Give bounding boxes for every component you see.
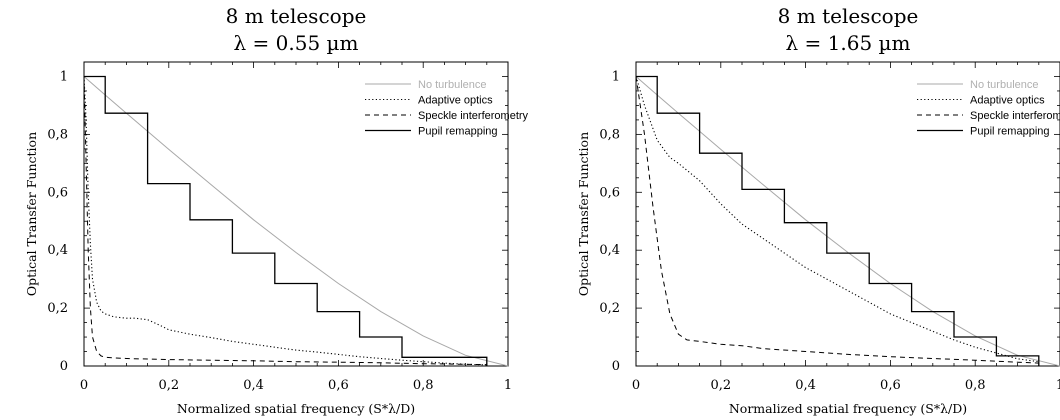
y-tick-label: 1 bbox=[60, 69, 68, 84]
legend-entry: Adaptive optics bbox=[418, 95, 493, 107]
x-axis-label: Normalized spatial frequency (S*λ/D) bbox=[729, 401, 967, 416]
series-line-pupil-remapping bbox=[636, 75, 1040, 366]
legend-entry: Pupil remapping bbox=[418, 126, 498, 138]
y-axis-label: Optical Transfer Function bbox=[24, 132, 39, 296]
x-tick-label: 0,2 bbox=[158, 378, 179, 393]
x-tick-label: 0,2 bbox=[710, 378, 731, 393]
y-tick-label: 0 bbox=[60, 359, 68, 374]
legend-entry: No turbulence bbox=[418, 79, 487, 91]
y-axis-label: Optical Transfer Function bbox=[576, 132, 591, 296]
y-tick-label: 0,8 bbox=[599, 127, 620, 142]
series-line-speckle-interferometry bbox=[83, 76, 487, 366]
x-tick-label: 0,6 bbox=[328, 378, 349, 393]
series-line-adaptive-optics bbox=[635, 76, 1039, 363]
plot-frame bbox=[83, 61, 509, 367]
x-tick-label: 0,8 bbox=[965, 378, 986, 393]
y-tick-label: 0,6 bbox=[599, 185, 620, 200]
y-tick-label: 0,4 bbox=[47, 243, 68, 258]
x-tick-label: 0 bbox=[632, 378, 640, 393]
chart-subtitle: λ = 0.55 µm bbox=[234, 31, 359, 55]
y-tick-label: 0,6 bbox=[47, 185, 68, 200]
x-tick-label: 1 bbox=[1056, 378, 1060, 393]
y-tick-label: 0,2 bbox=[47, 301, 68, 316]
chart-1: 8 m telescope λ = 0.55 µm 0 0,2 0,4 0,6 0,8 1 0 0… bbox=[24, 4, 529, 416]
x-tick-label: 0,4 bbox=[243, 378, 264, 393]
y-tick-label: 0 bbox=[612, 359, 620, 374]
x-tick-label: 1 bbox=[504, 378, 512, 393]
x-tick-label: 0,8 bbox=[413, 378, 434, 393]
legend-entry: No turbulence bbox=[970, 79, 1039, 91]
series-line-pupil-remapping bbox=[84, 75, 488, 366]
plot-frame bbox=[635, 61, 1060, 367]
series-line-no-turbulence bbox=[83, 76, 509, 367]
chart-subtitle: λ = 1.65 µm bbox=[786, 31, 911, 55]
chart-2: 8 m telescope λ = 1.65 µm 0 0,2 0,4 0,6 0,8 1 0 0… bbox=[576, 4, 1060, 416]
legend-entry: Adaptive optics bbox=[970, 95, 1045, 107]
chart-title: 8 m telescope bbox=[778, 4, 919, 28]
x-tick-label: 0,6 bbox=[880, 378, 901, 393]
x-tick-label: 0,4 bbox=[795, 378, 816, 393]
y-tick-label: 0,8 bbox=[47, 127, 68, 142]
chart-title: 8 m telescope bbox=[226, 4, 367, 28]
y-tick-label: 0,4 bbox=[599, 243, 620, 258]
legend-entry: Speckle interferometry bbox=[418, 110, 529, 122]
legend-entry: Speckle interferometry bbox=[970, 110, 1060, 122]
y-tick-label: 1 bbox=[612, 69, 620, 84]
x-tick-label: 0 bbox=[80, 378, 88, 393]
legend-entry: Pupil remapping bbox=[970, 126, 1050, 138]
x-axis-label: Normalized spatial frequency (S*λ/D) bbox=[177, 401, 415, 416]
series-line-speckle-interferometry bbox=[635, 76, 1039, 364]
y-tick-label: 0,2 bbox=[599, 301, 620, 316]
